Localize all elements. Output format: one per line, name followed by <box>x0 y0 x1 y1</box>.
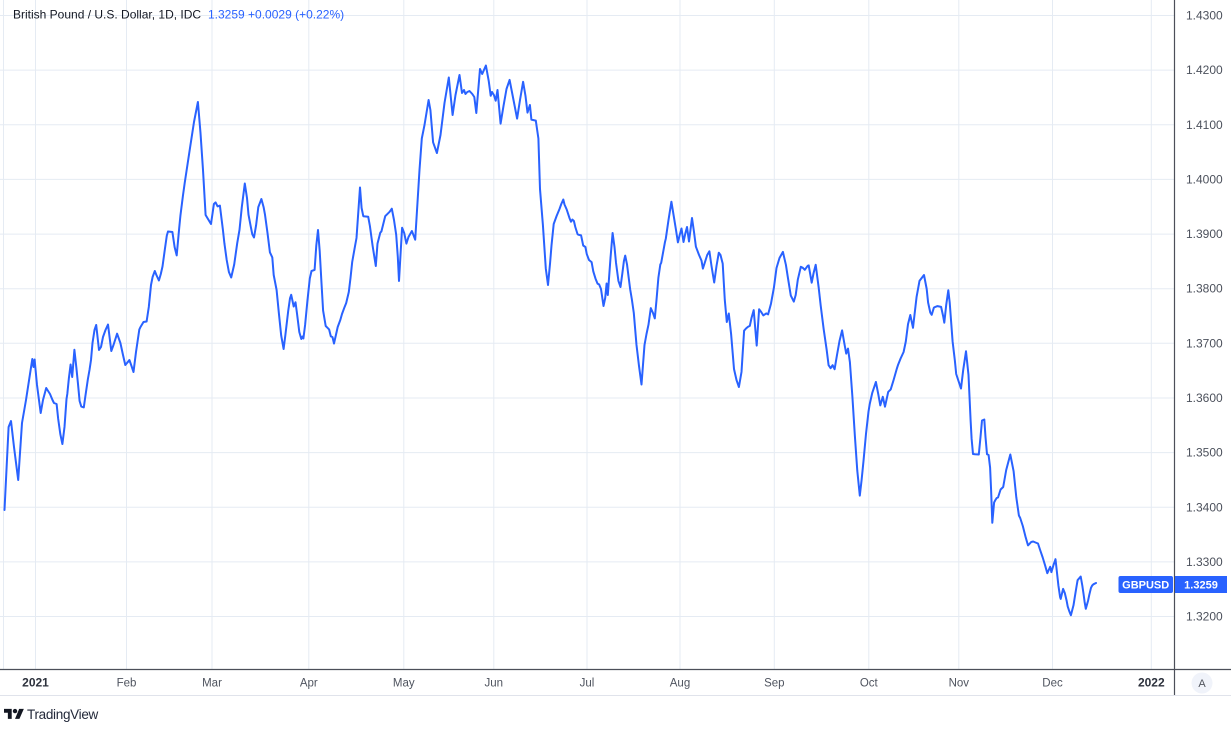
svg-text:May: May <box>393 678 415 690</box>
svg-text:1.3259 +0.0029 (+0.22%): 1.3259 +0.0029 (+0.22%) <box>208 8 344 22</box>
svg-text:A: A <box>1198 678 1206 690</box>
svg-text:1.3500: 1.3500 <box>1186 446 1223 460</box>
svg-text:1.3700: 1.3700 <box>1186 336 1223 350</box>
svg-text:Feb: Feb <box>117 678 137 690</box>
svg-text:2021: 2021 <box>22 676 49 690</box>
svg-text:1.3300: 1.3300 <box>1186 555 1223 569</box>
svg-text:Nov: Nov <box>949 678 970 690</box>
svg-text:1.4100: 1.4100 <box>1186 118 1223 132</box>
svg-text:1.3200: 1.3200 <box>1186 610 1223 624</box>
svg-text:1.4200: 1.4200 <box>1186 63 1223 77</box>
svg-text:Oct: Oct <box>860 678 879 690</box>
svg-text:1.3900: 1.3900 <box>1186 227 1223 241</box>
svg-text:British Pound / U.S. Dollar, 1: British Pound / U.S. Dollar, 1D, IDC <box>13 8 201 22</box>
svg-text:Aug: Aug <box>670 678 690 690</box>
svg-text:1.4300: 1.4300 <box>1186 9 1223 23</box>
svg-text:1.4000: 1.4000 <box>1186 172 1223 186</box>
svg-text:Sep: Sep <box>764 678 784 690</box>
svg-text:1.3600: 1.3600 <box>1186 391 1223 405</box>
svg-text:Jul: Jul <box>580 678 595 690</box>
svg-text:Apr: Apr <box>300 678 318 690</box>
svg-text:1.3800: 1.3800 <box>1186 282 1223 296</box>
svg-text:1.3259: 1.3259 <box>1184 580 1218 592</box>
svg-text:Jun: Jun <box>485 678 504 690</box>
svg-text:GBPUSD: GBPUSD <box>1122 580 1169 592</box>
svg-text:Dec: Dec <box>1042 678 1063 690</box>
svg-text:TradingView: TradingView <box>27 707 99 722</box>
svg-text:Mar: Mar <box>202 678 222 690</box>
svg-text:1.3400: 1.3400 <box>1186 500 1223 514</box>
svg-text:2022: 2022 <box>1138 676 1165 690</box>
